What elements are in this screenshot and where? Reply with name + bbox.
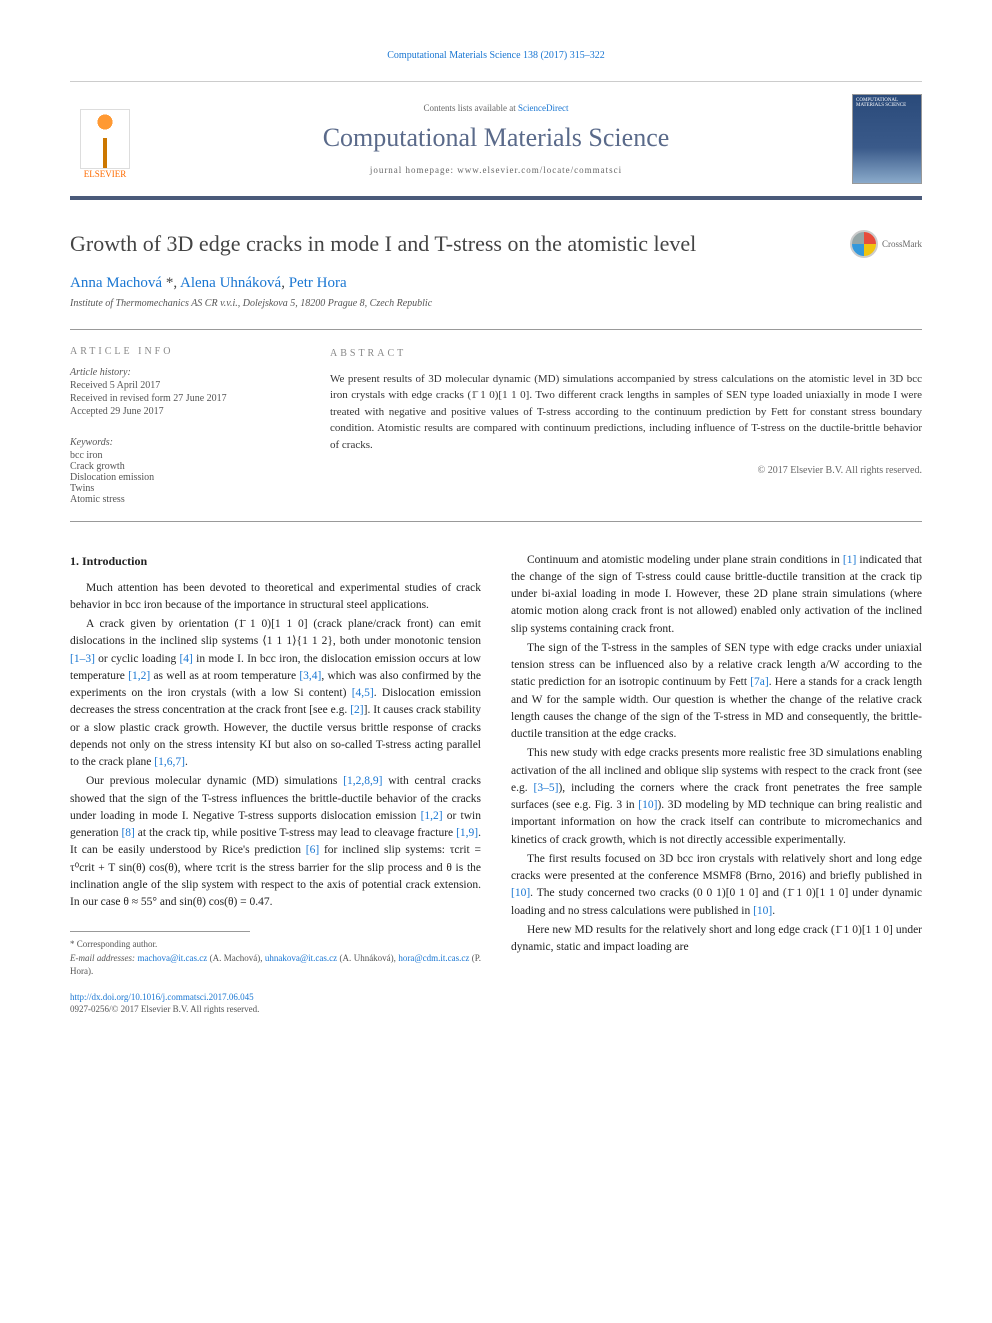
footnote-separator — [70, 931, 250, 932]
email-link[interactable]: uhnakova@it.cas.cz — [265, 953, 337, 963]
crossmark-label: CrossMark — [882, 239, 922, 249]
author-link[interactable]: Alena Uhnáková — [180, 275, 281, 291]
ref-link[interactable]: [1] — [843, 554, 856, 566]
ref-link[interactable]: [8] — [121, 827, 134, 839]
header-center: Contents lists available at ScienceDirec… — [160, 103, 832, 175]
author-link[interactable]: Petr Hora — [289, 275, 347, 291]
ref-link[interactable]: [6] — [306, 844, 319, 856]
issn-line: 0927-0256/© 2017 Elsevier B.V. All right… — [70, 1004, 259, 1014]
keywords-block: Keywords: bcc iron Crack growth Dislocat… — [70, 437, 290, 505]
homepage-prefix: journal homepage: — [370, 165, 457, 175]
homepage-url[interactable]: www.elsevier.com/locate/commatsci — [457, 165, 622, 175]
ref-link[interactable]: [1,2] — [421, 810, 443, 822]
elsevier-tree-icon — [80, 109, 130, 169]
left-column: 1. Introduction Much attention has been … — [70, 552, 481, 1016]
elsevier-logo[interactable]: ELSEVIER — [70, 99, 140, 179]
homepage-line: journal homepage: www.elsevier.com/locat… — [160, 165, 832, 175]
abstract-heading: ABSTRACT — [330, 346, 922, 361]
email-link[interactable]: machova@it.cas.cz — [137, 953, 207, 963]
ref-link[interactable]: [10] — [511, 887, 530, 899]
email-link[interactable]: hora@cdm.it.cas.cz — [398, 953, 469, 963]
body-columns: 1. Introduction Much attention has been … — [70, 552, 922, 1016]
revised-date: Received in revised form 27 June 2017 — [70, 393, 290, 404]
history-label: Article history: — [70, 367, 290, 378]
affiliation: Institute of Thermomechanics AS CR v.v.i… — [70, 298, 922, 309]
email-line: E-mail addresses: machova@it.cas.cz (A. … — [70, 952, 481, 979]
sciencedirect-link[interactable]: ScienceDirect — [518, 103, 568, 113]
ref-link[interactable]: [2] — [350, 704, 363, 716]
ref-link[interactable]: [3,4] — [299, 670, 321, 682]
title-row: Growth of 3D edge cracks in mode I and T… — [70, 230, 922, 259]
paragraph: Our previous molecular dynamic (MD) simu… — [70, 773, 481, 911]
keywords-label: Keywords: — [70, 437, 290, 448]
keyword: Crack growth — [70, 461, 290, 472]
journal-cover-thumbnail[interactable]: COMPUTATIONAL MATERIALS SCIENCE — [852, 94, 922, 184]
ref-link[interactable]: [10] — [638, 799, 657, 811]
ref-link[interactable]: [1–3] — [70, 653, 95, 665]
info-heading: ARTICLE INFO — [70, 346, 290, 357]
contents-line: Contents lists available at ScienceDirec… — [160, 103, 832, 113]
doi-link[interactable]: http://dx.doi.org/10.1016/j.commatsci.20… — [70, 992, 254, 1002]
paragraph: This new study with edge cracks presents… — [511, 745, 922, 849]
accepted-date: Accepted 29 June 2017 — [70, 406, 290, 417]
ref-link[interactable]: [1,9] — [456, 827, 478, 839]
paragraph: The first results focused on 3D bcc iron… — [511, 851, 922, 920]
contents-prefix: Contents lists available at — [424, 103, 518, 113]
paragraph: The sign of the T-stress in the samples … — [511, 640, 922, 744]
footnotes: * Corresponding author. E-mail addresses… — [70, 938, 481, 979]
received-date: Received 5 April 2017 — [70, 380, 290, 391]
author-link[interactable]: Anna Machová — [70, 275, 162, 291]
paragraph: A crack given by orientation (1̄ 1 0)[1 … — [70, 616, 481, 771]
crossmark-icon — [850, 230, 878, 258]
keyword: Atomic stress — [70, 494, 290, 505]
corresponding-author: * Corresponding author. — [70, 938, 481, 952]
paragraph: Here new MD results for the relatively s… — [511, 922, 922, 957]
doi-block: http://dx.doi.org/10.1016/j.commatsci.20… — [70, 991, 481, 1016]
journal-header: ELSEVIER Contents lists available at Sci… — [70, 81, 922, 200]
keyword: bcc iron — [70, 450, 290, 461]
abstract-text: We present results of 3D molecular dynam… — [330, 371, 922, 454]
ref-link[interactable]: [1,2] — [128, 670, 150, 682]
ref-link[interactable]: [4,5] — [352, 687, 374, 699]
abstract: ABSTRACT We present results of 3D molecu… — [330, 346, 922, 505]
info-abstract-block: ARTICLE INFO Article history: Received 5… — [70, 329, 922, 522]
paragraph: Much attention has been devoted to theor… — [70, 580, 481, 615]
article-page: Computational Materials Science 138 (201… — [0, 0, 992, 1066]
keyword: Dislocation emission — [70, 472, 290, 483]
publisher-name: ELSEVIER — [84, 169, 127, 179]
section-heading: 1. Introduction — [70, 552, 481, 570]
ref-link[interactable]: [7a] — [750, 676, 769, 688]
article-info: ARTICLE INFO Article history: Received 5… — [70, 346, 290, 505]
paragraph: Continuum and atomistic modeling under p… — [511, 552, 922, 638]
copyright: © 2017 Elsevier B.V. All rights reserved… — [330, 463, 922, 478]
crossmark-badge[interactable]: CrossMark — [850, 230, 922, 258]
journal-name: Computational Materials Science — [160, 123, 832, 153]
ref-link[interactable]: [3–5] — [534, 782, 559, 794]
citation-line: Computational Materials Science 138 (201… — [70, 50, 922, 61]
right-column: Continuum and atomistic modeling under p… — [511, 552, 922, 1016]
article-title: Growth of 3D edge cracks in mode I and T… — [70, 230, 830, 259]
authors: Anna Machová *, Alena Uhnáková, Petr Hor… — [70, 275, 922, 292]
ref-link[interactable]: [10] — [753, 905, 772, 917]
ref-link[interactable]: [1,2,8,9] — [343, 775, 382, 787]
ref-link[interactable]: [4] — [179, 653, 192, 665]
keyword: Twins — [70, 483, 290, 494]
ref-link[interactable]: [1,6,7] — [154, 756, 185, 768]
